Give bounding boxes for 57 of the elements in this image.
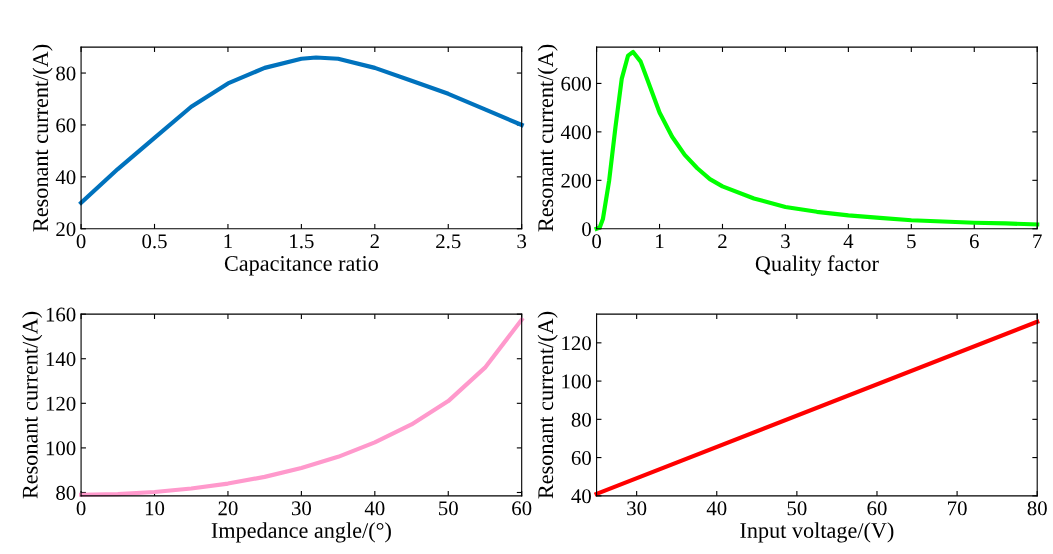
- line-series: [78, 55, 524, 205]
- line-series: [78, 317, 524, 497]
- y-tick-label: 40: [55, 170, 76, 185]
- y-tick-label: 80: [56, 485, 76, 500]
- line-series: [594, 49, 1040, 231]
- y-tick-label: 60: [571, 450, 591, 466]
- y-tick-label: 160: [46, 307, 76, 322]
- x-tick-label: 30: [627, 501, 647, 516]
- y-tick-label: 120: [562, 336, 591, 351]
- x-tick-label: 5: [907, 234, 916, 249]
- x-axis-title: Capacitance ratio: [224, 256, 378, 276]
- x-axis-title: Quality factor: [755, 255, 879, 276]
- y-tick-label: 140: [46, 352, 76, 367]
- y-axis-title: Resonant current/(A): [537, 44, 558, 232]
- x-tick-label: 1: [224, 234, 232, 249]
- x-tick-label: 40: [706, 501, 727, 516]
- y-axis-title: Resonant current/(A): [22, 311, 43, 499]
- x-tick-label: 6: [969, 234, 979, 249]
- x-tick-label: 50: [787, 501, 807, 516]
- y-axis-title: Resonant current/(A): [32, 44, 53, 232]
- x-tick-label: 3: [781, 234, 790, 249]
- x-tick-label: 80: [1027, 501, 1047, 516]
- x-tick-label: 50: [439, 501, 458, 516]
- y-tick-label: 120: [46, 396, 76, 411]
- y-tick-label: 0: [582, 222, 591, 237]
- y-tick-label: 80: [56, 66, 76, 81]
- x-tick-label: 70: [948, 501, 967, 516]
- x-tick-label: 0: [76, 234, 86, 249]
- x-axis-title: Impedance angle/(°): [211, 522, 391, 543]
- x-tick-label: 4: [843, 234, 854, 249]
- y-tick-label: 100: [46, 441, 76, 456]
- y-tick-label: 60: [56, 118, 76, 133]
- x-tick-label: 7: [1033, 234, 1042, 249]
- y-tick-label: 20: [56, 222, 76, 237]
- y-tick-label: 40: [571, 489, 591, 504]
- x-tick-label: 1: [656, 234, 664, 249]
- x-tick-label: 1.5: [290, 234, 314, 249]
- x-axis-title: Input voltage/(V): [740, 522, 894, 543]
- x-tick-label: 0.5: [142, 234, 167, 249]
- y-tick-label: 80: [571, 412, 591, 427]
- x-tick-label: 0: [592, 234, 602, 249]
- x-tick-label: 60: [512, 501, 532, 516]
- x-tick-label: 40: [364, 501, 385, 516]
- x-tick-label: 0: [76, 501, 86, 516]
- y-tick-label: 100: [562, 374, 591, 389]
- y-tick-label: 400: [560, 125, 591, 140]
- x-tick-label: 2.5: [436, 234, 461, 249]
- x-tick-label: 10: [145, 501, 165, 516]
- x-tick-label: 20: [218, 501, 238, 516]
- x-tick-label: 3: [517, 234, 527, 249]
- y-tick-label: 200: [561, 173, 591, 188]
- x-tick-label: 30: [291, 501, 312, 516]
- x-tick-label: 2: [718, 234, 727, 249]
- x-tick-label: 60: [867, 501, 887, 516]
- x-tick-label: 2: [370, 234, 379, 249]
- y-tick-label: 600: [561, 76, 591, 91]
- y-axis-title: Resonant current/(A): [537, 311, 558, 499]
